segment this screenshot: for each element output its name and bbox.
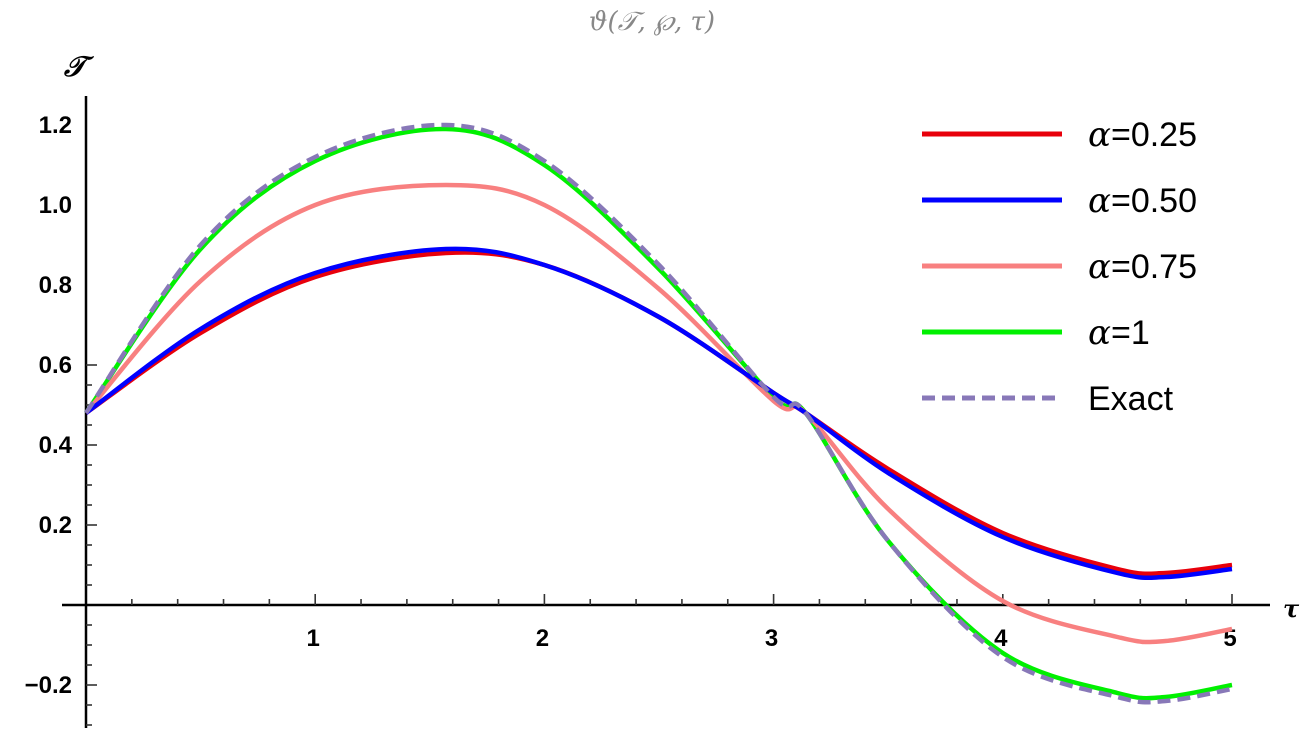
y-tick-label: 0.8 bbox=[39, 272, 72, 299]
axes: 1 2 3 4 5−0.20.20.40.60.81.01.2 bbox=[25, 96, 1270, 728]
chart-title: ϑ(𝒯, ℘, τ) bbox=[589, 7, 715, 37]
x-tick-label: 1 bbox=[307, 625, 320, 652]
x-axis-label: τ bbox=[1283, 594, 1300, 623]
x-tick-label: 2 bbox=[536, 625, 549, 652]
series-line-0-25 bbox=[84, 250, 1233, 577]
series-lines bbox=[84, 122, 1233, 705]
x-tick-label: 3 bbox=[765, 625, 778, 652]
legend-label-0-50: α=0.50 bbox=[1088, 181, 1197, 221]
series-line-0-75 bbox=[84, 182, 1233, 645]
legend: α=0.25 α=0.50 α=0.75 α=1 Exact bbox=[922, 115, 1197, 418]
legend-label-0-75: α=0.75 bbox=[1088, 247, 1197, 287]
y-tick-label: −0.2 bbox=[25, 672, 72, 699]
legend-label-1: α=1 bbox=[1088, 313, 1150, 353]
y-tick-label: 1.0 bbox=[39, 192, 72, 219]
legend-label-0-25: α=0.25 bbox=[1088, 115, 1197, 155]
series-line-0-50 bbox=[84, 246, 1233, 581]
y-tick-label: 0.4 bbox=[39, 432, 73, 459]
y-axis-label: 𝒯 bbox=[63, 50, 95, 83]
y-tick-label: 0.6 bbox=[39, 352, 72, 379]
y-tick-label: 1.2 bbox=[39, 112, 72, 139]
series-line-exact bbox=[84, 122, 1233, 705]
y-tick-label: 0.2 bbox=[39, 512, 72, 539]
legend-label-exact: Exact bbox=[1088, 380, 1174, 418]
series-line-1 bbox=[84, 126, 1233, 701]
x-tick-label: 4 bbox=[994, 625, 1008, 652]
